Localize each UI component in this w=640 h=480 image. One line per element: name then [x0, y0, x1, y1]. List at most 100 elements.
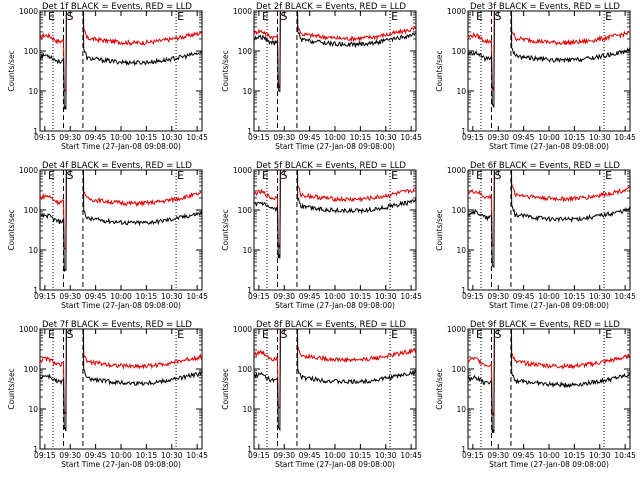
series-line-lld	[40, 170, 202, 251]
x-tick-label: 10:15	[350, 451, 372, 460]
interval-mark-e: E	[605, 169, 612, 182]
x-tick-label: 09:45	[299, 292, 321, 301]
x-tick-label: 10:15	[350, 292, 372, 301]
x-tick-label: 09:45	[85, 133, 107, 142]
x-tick-label: 09:45	[299, 451, 321, 460]
interval-mark-e: E	[391, 328, 398, 341]
y-tick-label: 1	[33, 286, 38, 295]
x-tick-label: 10:00	[538, 451, 560, 460]
x-tick-label: 09:30	[273, 292, 295, 301]
series-line-lld	[468, 170, 630, 247]
interval-mark-e: E	[262, 10, 269, 23]
x-axis-label: Start Time (27-Jan-08 09:08:00)	[61, 460, 181, 469]
y-tick-label: 100	[238, 47, 253, 56]
x-tick-label: 10:45	[400, 133, 422, 142]
x-tick-label: 10:30	[161, 133, 183, 142]
y-tick-label: 10	[242, 87, 252, 96]
y-tick-label: 1000	[233, 7, 252, 16]
x-tick-label: 10:30	[161, 451, 183, 460]
x-tick-label: 10:45	[614, 292, 636, 301]
x-tick-label: 10:30	[161, 292, 183, 301]
interval-mark-s: S	[494, 10, 501, 23]
x-tick-label: 10:15	[350, 133, 372, 142]
y-axis-label: Counts/sec	[7, 50, 16, 91]
panel-title: Det 3f BLACK = Events, RED = LLD	[470, 2, 620, 12]
interval-mark-e: E	[48, 328, 55, 341]
x-tick-label: 10:45	[614, 451, 636, 460]
y-axis-label: Counts/sec	[221, 209, 230, 250]
y-tick-label: 100	[452, 365, 467, 374]
y-tick-label: 10	[28, 405, 38, 414]
x-tick-label: 10:15	[136, 292, 158, 301]
y-tick-label: 1000	[19, 166, 38, 175]
y-axis-label: Counts/sec	[7, 368, 16, 409]
x-tick-label: 10:30	[375, 292, 397, 301]
y-tick-label: 100	[24, 47, 39, 56]
series-line-events	[40, 11, 202, 110]
x-tick-label: 10:15	[136, 451, 158, 460]
interval-mark-e: E	[476, 10, 483, 23]
x-tick-label: 09:45	[299, 133, 321, 142]
y-axis-label: Counts/sec	[435, 368, 444, 409]
x-tick-label: 10:00	[538, 292, 560, 301]
y-tick-label: 1	[33, 445, 38, 454]
series-line-lld	[40, 329, 202, 415]
interval-mark-e: E	[177, 10, 184, 23]
panel-det-6f: Det 6f BLACK = Events, RED = LLD 1 10 100 10…	[435, 161, 636, 310]
x-tick-label: 09:30	[59, 451, 81, 460]
x-tick-label: 10:00	[110, 451, 132, 460]
interval-mark-e: E	[476, 169, 483, 182]
y-tick-label: 10	[456, 246, 466, 255]
x-axis-label: Start Time (27-Jan-08 09:08:00)	[489, 142, 609, 151]
x-axis-label: Start Time (27-Jan-08 09:08:00)	[61, 301, 181, 310]
y-tick-label: 100	[238, 365, 253, 374]
interval-mark-s: S	[66, 169, 73, 182]
y-tick-label: 1	[461, 286, 466, 295]
x-tick-label: 10:30	[589, 451, 611, 460]
x-tick-label: 10:15	[564, 133, 586, 142]
interval-mark-e: E	[605, 10, 612, 23]
y-axis-label: Counts/sec	[221, 50, 230, 91]
x-tick-label: 10:00	[110, 292, 132, 301]
interval-mark-e: E	[177, 328, 184, 341]
x-tick-label: 10:00	[324, 133, 346, 142]
interval-mark-e: E	[48, 169, 55, 182]
x-tick-label: 10:45	[400, 451, 422, 460]
y-tick-label: 1000	[233, 325, 252, 334]
x-axis-label: Start Time (27-Jan-08 09:08:00)	[61, 142, 181, 151]
panel-title: Det 5f BLACK = Events, RED = LLD	[256, 161, 406, 171]
x-axis-label: Start Time (27-Jan-08 09:08:00)	[489, 301, 609, 310]
x-tick-label: 10:15	[564, 292, 586, 301]
interval-mark-s: S	[280, 328, 287, 341]
y-tick-label: 1000	[233, 166, 252, 175]
x-tick-label: 09:45	[513, 451, 535, 460]
x-axis-label: Start Time (27-Jan-08 09:08:00)	[275, 142, 395, 151]
series-line-events	[254, 170, 416, 259]
y-tick-label: 100	[238, 206, 253, 215]
interval-mark-e: E	[391, 10, 398, 23]
y-axis-label: Counts/sec	[7, 209, 16, 250]
series-line-events	[40, 170, 202, 273]
y-tick-label: 100	[452, 206, 467, 215]
panel-det-9f: Det 9f BLACK = Events, RED = LLD 1 10 100 10…	[435, 320, 636, 469]
series-line-events	[254, 11, 416, 93]
y-tick-label: 10	[456, 87, 466, 96]
y-tick-label: 100	[24, 206, 39, 215]
interval-mark-e: E	[262, 328, 269, 341]
x-tick-label: 09:30	[487, 292, 509, 301]
x-tick-label: 09:15	[462, 292, 484, 301]
x-tick-label: 09:15	[34, 451, 56, 460]
x-tick-label: 09:15	[34, 133, 56, 142]
y-axis-label: Counts/sec	[221, 368, 230, 409]
y-tick-label: 1	[461, 445, 466, 454]
interval-mark-e: E	[262, 169, 269, 182]
panel-det-1f: Det 1f BLACK = Events, RED = LLD 1 10 100 10…	[7, 2, 208, 151]
x-tick-label: 09:15	[462, 451, 484, 460]
x-tick-label: 09:30	[487, 133, 509, 142]
x-tick-label: 10:00	[324, 292, 346, 301]
interval-mark-e: E	[605, 328, 612, 341]
y-tick-label: 1000	[19, 7, 38, 16]
x-axis-label: Start Time (27-Jan-08 09:08:00)	[275, 301, 395, 310]
x-tick-label: 10:45	[400, 292, 422, 301]
y-axis-label: Counts/sec	[435, 209, 444, 250]
